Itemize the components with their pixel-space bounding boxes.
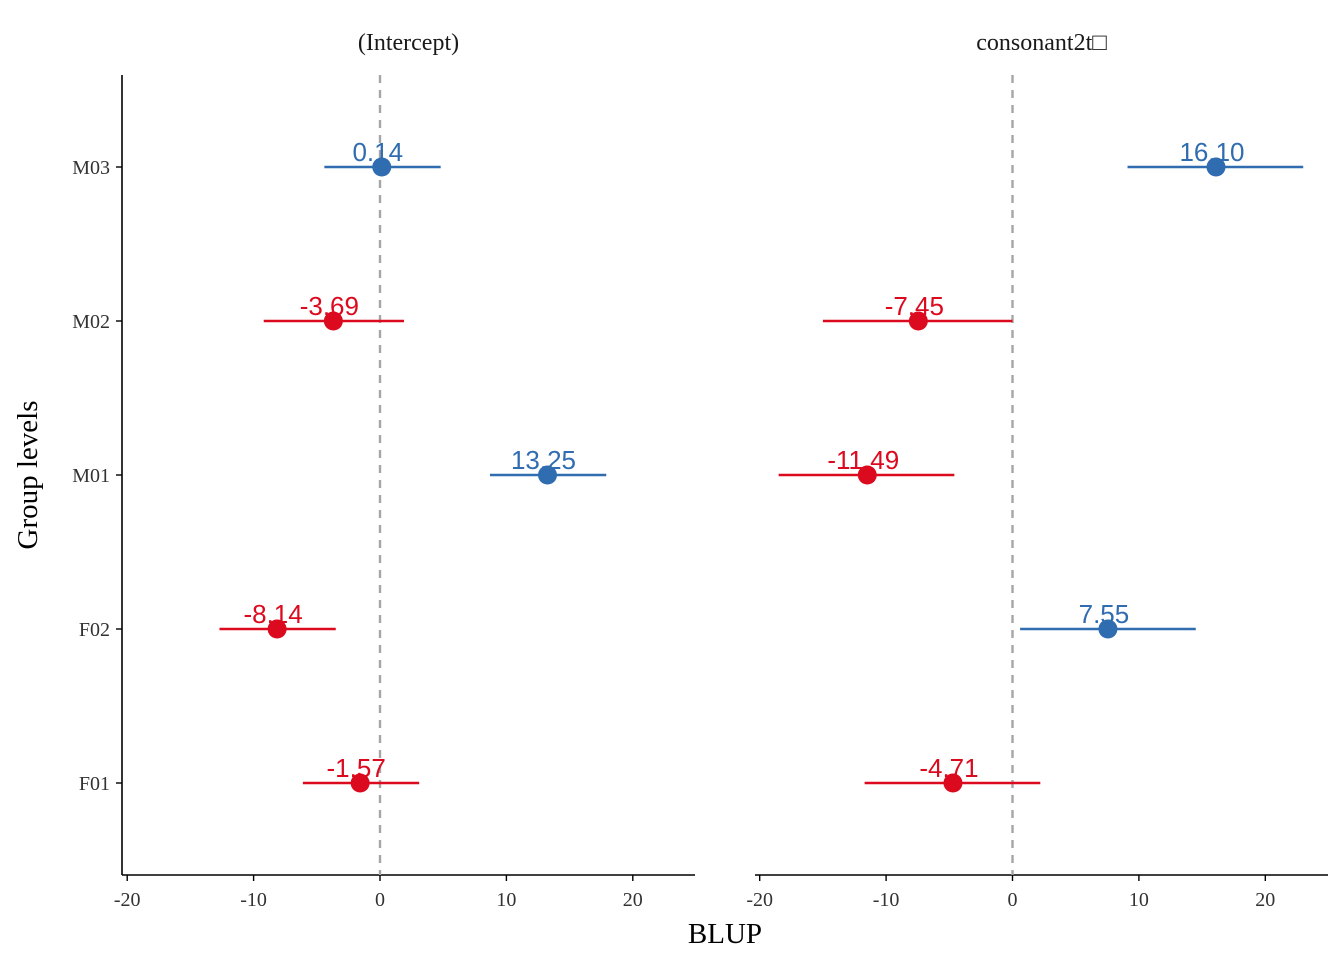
x-tick-label: 10 — [1129, 889, 1149, 911]
point-estimate — [350, 773, 370, 793]
value-label: 13.25 — [511, 445, 576, 475]
panel-title: consonant2t□ — [976, 30, 1107, 56]
point-estimate — [323, 311, 343, 331]
point-estimate — [857, 465, 877, 485]
panels-layer: (Intercept) F01 F02 M01 M02 M03 -20 -10 0 10 20 -1.… — [72, 30, 1328, 911]
x-axis-title: BLUP — [688, 918, 762, 950]
value-label: -3.69 — [300, 291, 359, 321]
y-tick-label: M02 — [72, 311, 110, 333]
x-tick-label: 0 — [1008, 889, 1018, 911]
y-tick-label: M03 — [72, 157, 110, 179]
y-tick-label: F01 — [79, 773, 110, 795]
point-estimate — [1206, 157, 1226, 177]
panel-title: (Intercept) — [358, 30, 459, 56]
x-tick-label: 10 — [496, 889, 516, 911]
panel-1: (Intercept) F01 F02 M01 M02 M03 -20 -10 0 10 20 -1.… — [72, 30, 695, 911]
value-label: 0.14 — [352, 137, 403, 167]
point-estimate — [908, 311, 928, 331]
point-estimate — [1098, 619, 1118, 639]
point-estimate — [943, 773, 963, 793]
x-tick-label: -10 — [873, 889, 900, 911]
value-label: 7.55 — [1079, 599, 1130, 629]
value-label: -1.57 — [327, 753, 386, 783]
x-tick-label: 0 — [375, 889, 385, 911]
x-tick-label: 20 — [623, 889, 643, 911]
y-tick-label: M01 — [72, 465, 110, 487]
value-label: -11.49 — [827, 445, 899, 475]
point-estimate — [537, 465, 557, 485]
y-axis-title: Group levels — [12, 401, 44, 550]
point-estimate — [372, 157, 392, 177]
value-label: -8.14 — [243, 599, 302, 629]
point-estimate — [267, 619, 287, 639]
x-tick-label: -10 — [240, 889, 267, 911]
value-label: -7.45 — [885, 291, 944, 321]
x-tick-label: -20 — [114, 889, 141, 911]
y-tick-label: F02 — [79, 619, 110, 641]
value-label: -4.71 — [919, 753, 978, 783]
x-tick-label: 20 — [1255, 889, 1275, 911]
panel-2: consonant2t□ -20 -10 0 10 20 -4.71 7.55 -11.49 -7… — [746, 30, 1328, 911]
value-label: 16.10 — [1179, 137, 1244, 167]
x-tick-label: -20 — [746, 889, 773, 911]
